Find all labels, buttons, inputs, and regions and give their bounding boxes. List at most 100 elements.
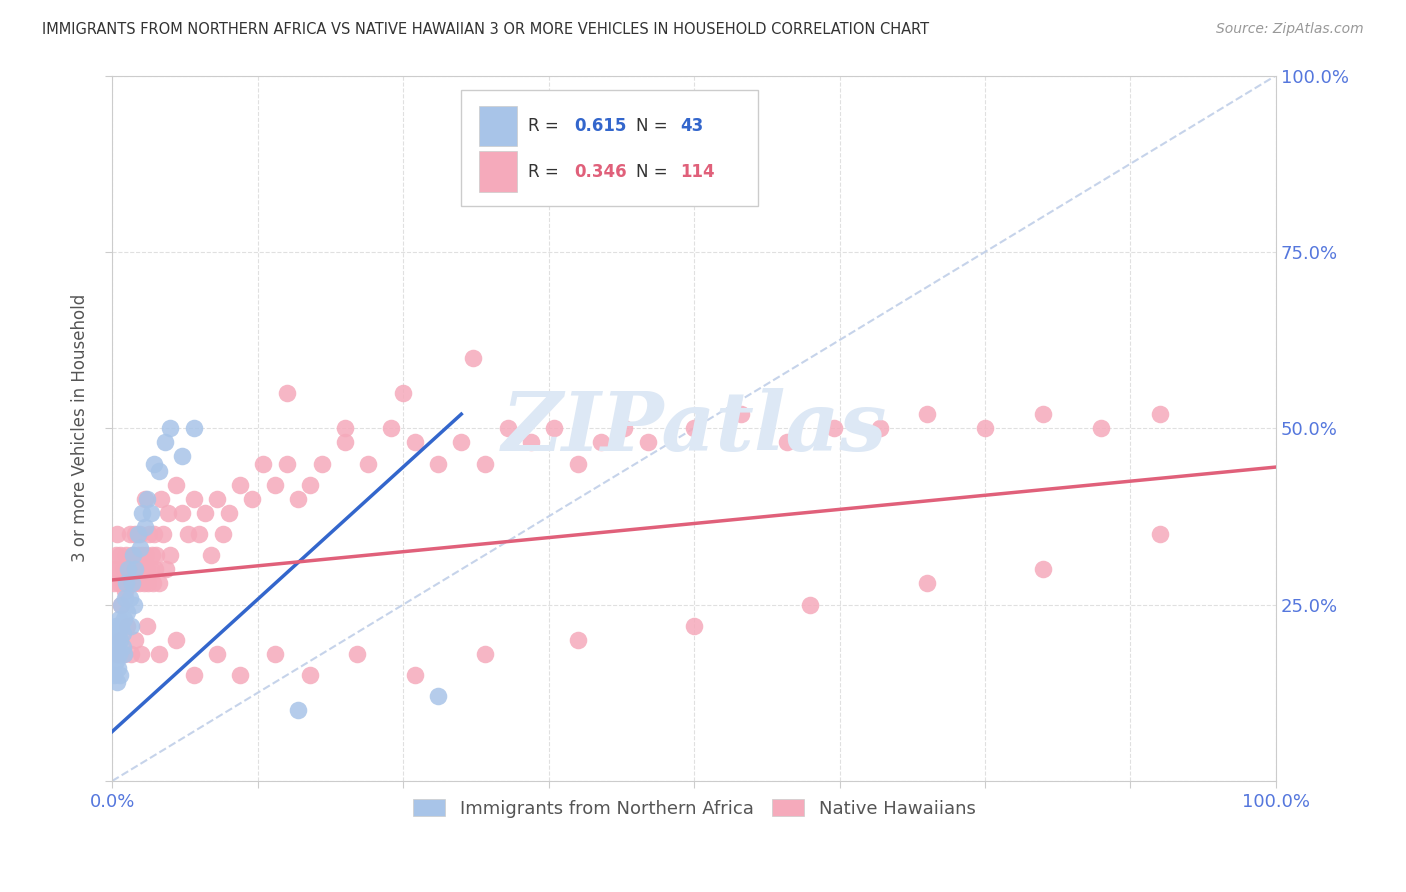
Text: R =: R = <box>527 163 564 181</box>
Point <box>135 548 157 562</box>
Text: 114: 114 <box>681 163 714 181</box>
Point <box>117 562 139 576</box>
Point <box>333 435 356 450</box>
Point <box>124 562 146 576</box>
Point <box>112 647 135 661</box>
Point <box>200 548 222 562</box>
Point <box>114 583 136 598</box>
Point <box>131 548 153 562</box>
Point <box>120 619 142 633</box>
Text: N =: N = <box>636 163 672 181</box>
Point <box>543 421 565 435</box>
Point <box>915 576 938 591</box>
Point <box>450 435 472 450</box>
Point <box>170 450 193 464</box>
Point <box>148 647 170 661</box>
Point <box>183 491 205 506</box>
Text: N =: N = <box>636 117 672 135</box>
Point <box>159 421 181 435</box>
Point <box>139 506 162 520</box>
Point <box>120 576 142 591</box>
Point <box>152 527 174 541</box>
Point <box>136 619 159 633</box>
Point <box>823 421 845 435</box>
Bar <box>479 152 517 193</box>
Point <box>103 668 125 682</box>
Point <box>129 562 152 576</box>
Point <box>157 506 180 520</box>
Point <box>474 647 496 661</box>
Point <box>134 491 156 506</box>
Point <box>1032 562 1054 576</box>
Point <box>461 351 484 365</box>
Point <box>136 562 159 576</box>
Point <box>110 598 132 612</box>
Point <box>122 548 145 562</box>
Point <box>264 477 287 491</box>
Point <box>145 548 167 562</box>
Point <box>252 457 274 471</box>
Point <box>427 690 450 704</box>
Point <box>104 619 127 633</box>
Point <box>404 435 426 450</box>
Point <box>150 491 173 506</box>
Point <box>143 527 166 541</box>
Point <box>155 562 177 576</box>
Point <box>115 576 138 591</box>
Point <box>115 548 138 562</box>
Point <box>380 421 402 435</box>
Point <box>105 647 128 661</box>
Point <box>159 548 181 562</box>
Point <box>287 491 309 506</box>
Point <box>153 435 176 450</box>
Point <box>567 457 589 471</box>
Point <box>520 435 543 450</box>
Point <box>177 527 200 541</box>
Point <box>589 435 612 450</box>
Text: 0.346: 0.346 <box>574 163 627 181</box>
Point <box>139 562 162 576</box>
Text: IMMIGRANTS FROM NORTHERN AFRICA VS NATIVE HAWAIIAN 3 OR MORE VEHICLES IN HOUSEHO: IMMIGRANTS FROM NORTHERN AFRICA VS NATIV… <box>42 22 929 37</box>
Point <box>264 647 287 661</box>
Point <box>108 576 131 591</box>
Point <box>117 562 139 576</box>
Point <box>165 477 187 491</box>
Point <box>346 647 368 661</box>
Point <box>392 386 415 401</box>
Point <box>205 491 228 506</box>
Point <box>143 562 166 576</box>
Text: Source: ZipAtlas.com: Source: ZipAtlas.com <box>1216 22 1364 37</box>
Point <box>117 619 139 633</box>
Point <box>107 661 129 675</box>
Point <box>110 598 132 612</box>
Legend: Immigrants from Northern Africa, Native Hawaiians: Immigrants from Northern Africa, Native … <box>405 792 983 825</box>
Point <box>637 435 659 450</box>
Point <box>111 625 134 640</box>
Point <box>142 576 165 591</box>
Point <box>127 548 149 562</box>
Point <box>205 647 228 661</box>
Point <box>188 527 211 541</box>
Point <box>104 654 127 668</box>
Point <box>111 640 134 654</box>
Point <box>128 576 150 591</box>
Text: R =: R = <box>527 117 564 135</box>
Point <box>112 612 135 626</box>
Point <box>107 625 129 640</box>
Point <box>108 647 131 661</box>
Point <box>730 407 752 421</box>
Point <box>683 619 706 633</box>
Point <box>1149 527 1171 541</box>
FancyBboxPatch shape <box>461 89 758 206</box>
Point <box>114 591 136 605</box>
Point <box>110 668 132 682</box>
Point <box>132 576 155 591</box>
Point <box>112 647 135 661</box>
Point <box>131 506 153 520</box>
Point <box>183 421 205 435</box>
Point <box>108 612 131 626</box>
Point <box>141 548 163 562</box>
Point <box>136 491 159 506</box>
Point <box>229 668 252 682</box>
Point <box>103 632 125 647</box>
